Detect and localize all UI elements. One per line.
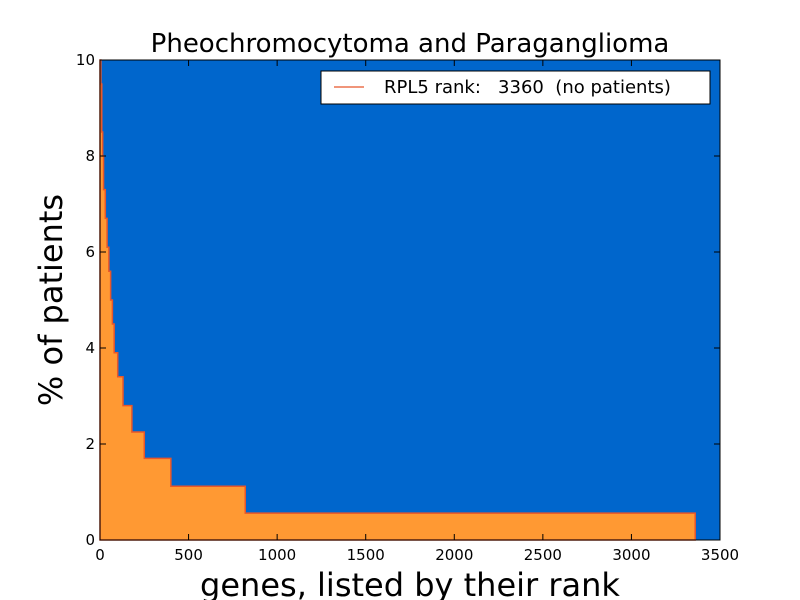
- y-tick-label: 8: [85, 147, 95, 165]
- area-layer: [99, 59, 696, 541]
- x-tick-label: 1000: [258, 546, 296, 564]
- chart-title: Pheochromocytoma and Paraganglioma: [151, 29, 670, 59]
- y-tick-label: 6: [85, 243, 95, 261]
- y-axis-label: % of patients: [32, 194, 70, 406]
- plot-frame: [99, 59, 721, 541]
- y-tick-label: 0: [85, 531, 95, 549]
- x-tick-label: 2500: [524, 546, 562, 564]
- legend-box: [320, 70, 711, 105]
- x-tick-label: 2000: [435, 546, 473, 564]
- ticks-layer: 0 500 1000 1500 2000 2500 3000 3500 0 2 4 6 8 10: [76, 51, 739, 564]
- x-tick-label: 1500: [347, 546, 385, 564]
- legend-label: RPL5 rank: 3360 (no patients): [384, 77, 671, 98]
- x-tick-label: 3000: [612, 546, 650, 564]
- x-tick-label: 500: [174, 546, 203, 564]
- y-tick-label: 10: [76, 51, 95, 69]
- legend: RPL5 rank: 3360 (no patients): [320, 70, 711, 105]
- area-series: [99, 59, 696, 541]
- y-tick-label: 2: [85, 435, 95, 453]
- y-tick-label: 4: [85, 339, 95, 357]
- plot-background: [100, 60, 720, 540]
- x-tick-label: 0: [95, 546, 105, 564]
- x-tick-label: 3500: [701, 546, 739, 564]
- x-axis-label: genes, listed by their rank: [200, 566, 620, 600]
